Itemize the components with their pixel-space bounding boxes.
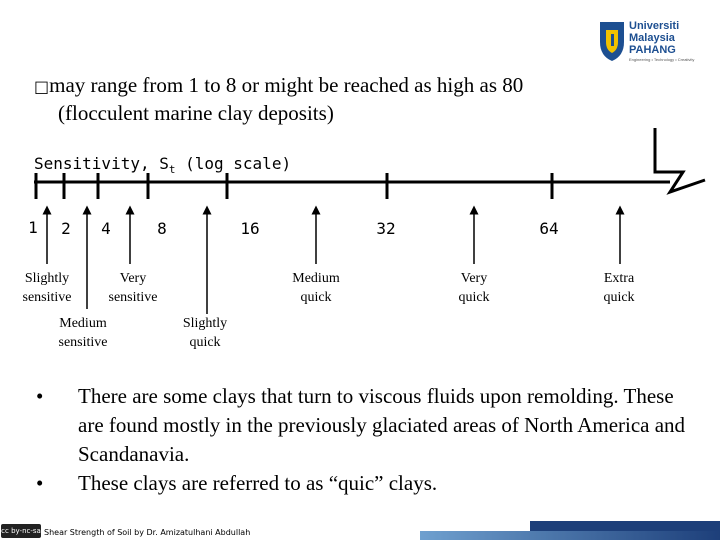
logo-line-3: PAHANG <box>629 44 676 56</box>
bullet-text: These clays are referred to as “quic” cl… <box>78 471 438 495</box>
axis-title: Sensitivity, St (log scale) <box>34 154 291 176</box>
axis-title-suffix: (log scale) <box>175 154 292 173</box>
category-medium-sensitive: Medium sensitive <box>58 316 108 350</box>
scale-break-mark <box>653 128 706 195</box>
logo-line-1: Universiti <box>629 20 680 32</box>
axis-title-main: Sensitivity, S <box>34 154 169 173</box>
bullet-marker: • <box>36 384 44 408</box>
category-slightly-sensitive: Slightly sensitive <box>22 271 72 305</box>
tick-label-64: 64 <box>539 219 559 238</box>
bullet-item: • These clays are referred to as “quic” … <box>34 469 704 498</box>
tick-label-4: 4 <box>101 219 111 238</box>
category-very-quick: Very quick <box>458 271 490 305</box>
category-slightly-quick: Slightly quick <box>182 316 228 350</box>
category-very-sensitive: Very sensitive <box>108 271 158 305</box>
category-extra-quick: Extra quick <box>603 271 635 305</box>
footer-tagline: Communitising Technology <box>598 513 682 520</box>
tick-label-32: 32 <box>376 219 396 238</box>
footer-band <box>420 531 720 540</box>
intro-line-1: may range from 1 to 8 or might be reache… <box>49 73 524 97</box>
tick-label-1: 1 <box>28 218 38 237</box>
logo-wordmark: Universiti Malaysia PAHANG <box>629 20 679 56</box>
license-badge: cc by-nc-sa <box>1 524 41 538</box>
axis-ticks <box>34 173 554 199</box>
footer-credit: Shear Strength of Soil by Dr. Amizatulha… <box>44 528 251 537</box>
intro-text: □may range from 1 to 8 or might be reach… <box>34 72 523 127</box>
axis-title-subscript: t <box>168 163 176 177</box>
category-medium-quick: Medium quick <box>292 271 340 305</box>
footer: cc by-nc-sa Shear Strength of Soil by Dr… <box>0 521 720 540</box>
logo-tagline: Engineering • Technology • Creativity <box>629 57 695 62</box>
tick-label-2: 2 <box>61 219 71 238</box>
university-logo: Universiti Malaysia PAHANG Engineering •… <box>598 20 718 70</box>
bullet-text: There are some clays that turn to viscou… <box>78 384 686 466</box>
bullet-list: • There are some clays that turn to visc… <box>34 382 704 498</box>
bullet-marker: • <box>36 471 44 495</box>
footer-bar <box>530 521 720 531</box>
shield-icon <box>600 22 624 61</box>
tick-label-8: 8 <box>157 219 167 238</box>
intro-line-2: (flocculent marine clay deposits) <box>58 101 334 125</box>
tick-label-16: 16 <box>240 219 260 238</box>
logo-line-2: Malaysia <box>629 32 675 44</box>
boundary-arrows <box>42 205 625 314</box>
missing-glyph-icon: □ <box>34 77 50 96</box>
bullet-item: • There are some clays that turn to visc… <box>34 382 704 469</box>
